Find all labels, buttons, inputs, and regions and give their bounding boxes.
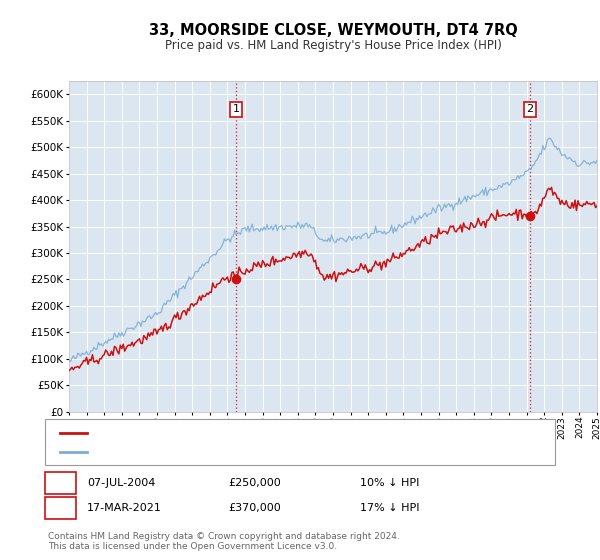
Text: 07-JUL-2004: 07-JUL-2004 [87, 478, 155, 488]
Text: 10% ↓ HPI: 10% ↓ HPI [360, 478, 419, 488]
Text: HPI: Average price, detached house, Dorset: HPI: Average price, detached house, Dors… [93, 446, 320, 456]
Text: Price paid vs. HM Land Registry's House Price Index (HPI): Price paid vs. HM Land Registry's House … [164, 39, 502, 53]
Text: £250,000: £250,000 [228, 478, 281, 488]
Text: 2: 2 [57, 503, 64, 513]
Text: Contains HM Land Registry data © Crown copyright and database right 2024.
This d: Contains HM Land Registry data © Crown c… [48, 532, 400, 552]
Text: 1: 1 [57, 478, 64, 488]
Text: 17-MAR-2021: 17-MAR-2021 [87, 503, 162, 513]
Text: 1: 1 [233, 104, 240, 114]
Text: 33, MOORSIDE CLOSE, WEYMOUTH, DT4 7RQ: 33, MOORSIDE CLOSE, WEYMOUTH, DT4 7RQ [149, 24, 517, 38]
Text: £370,000: £370,000 [228, 503, 281, 513]
Text: 17% ↓ HPI: 17% ↓ HPI [360, 503, 419, 513]
Text: 33, MOORSIDE CLOSE, WEYMOUTH, DT4 7RQ (detached house): 33, MOORSIDE CLOSE, WEYMOUTH, DT4 7RQ (d… [93, 428, 423, 438]
Text: 2: 2 [527, 104, 533, 114]
